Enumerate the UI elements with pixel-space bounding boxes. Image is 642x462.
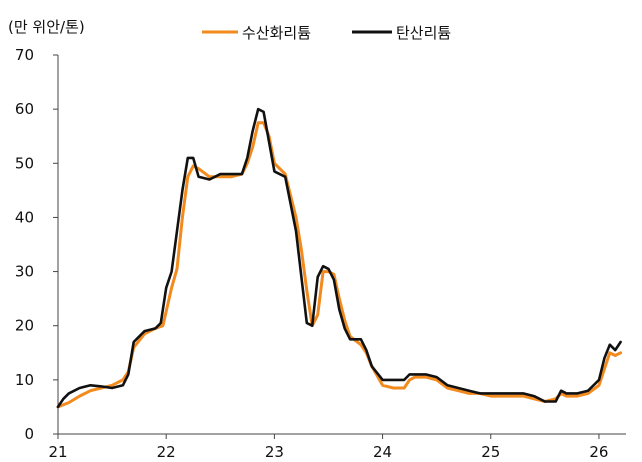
x-tick-label: 22 [157, 443, 176, 461]
series-lines [56, 107, 623, 409]
x-tick-label: 21 [48, 443, 67, 461]
y-unit-label: (만 위안/톤) [8, 18, 85, 36]
y-tick-label: 0 [24, 425, 34, 443]
x-tick-label: 25 [481, 443, 500, 461]
legend-label-carbonate: 탄산리튬 [396, 24, 451, 42]
y-tick-label: 20 [15, 317, 34, 335]
series-line-hydroxide [56, 121, 623, 409]
y-tick-label: 40 [15, 208, 34, 226]
series-line-carbonate [56, 107, 622, 409]
axes [57, 55, 626, 435]
x-tick-label: 26 [589, 443, 608, 461]
y-tick-label: 30 [15, 263, 34, 281]
x-tick-label: 23 [265, 443, 284, 461]
y-tick-label: 10 [15, 371, 34, 389]
legend-label-hydroxide: 수산화리튬 [242, 24, 311, 42]
y-tick-label: 50 [15, 154, 34, 172]
legend: 수산화리튬 탄산리튬 [202, 24, 451, 42]
y-tick-label: 70 [15, 46, 34, 64]
x-tick-label: 24 [373, 443, 392, 461]
y-axis-ticks: 0 10 20 30 40 50 60 70 [15, 46, 58, 443]
x-axis-ticks: 21 22 23 24 25 26 [48, 434, 608, 461]
y-tick-label: 60 [15, 100, 34, 118]
